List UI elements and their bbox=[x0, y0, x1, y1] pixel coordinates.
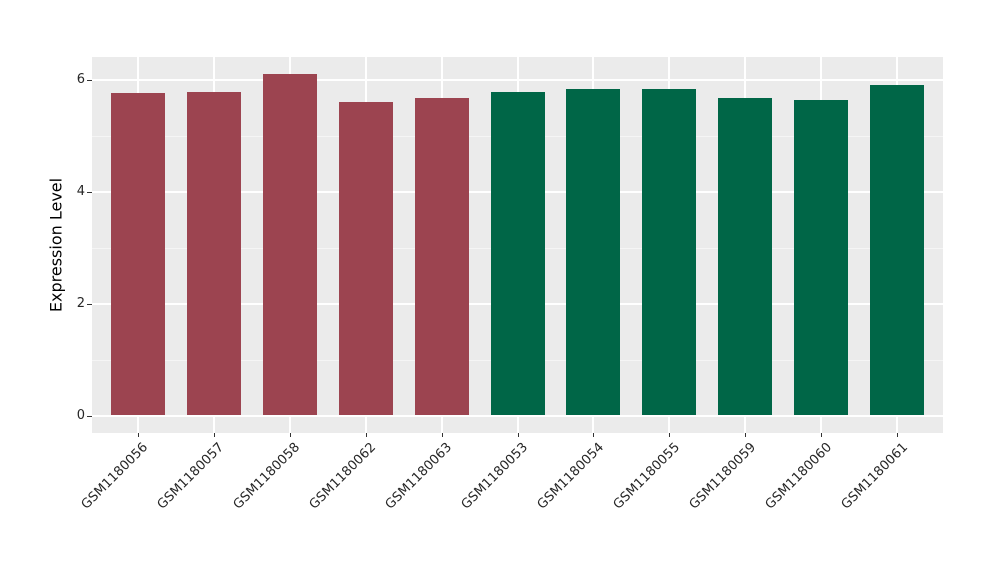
x-tick-mark bbox=[213, 433, 215, 437]
x-tick-mark bbox=[137, 433, 139, 437]
x-tick-label: GSM1180061 bbox=[838, 440, 912, 513]
bar-GSM1180063 bbox=[414, 97, 469, 416]
bar-GSM1180055 bbox=[642, 89, 697, 416]
x-tick-mark bbox=[593, 433, 595, 437]
x-tick-label: GSM1180062 bbox=[306, 440, 380, 513]
y-tick-label: 2 bbox=[76, 295, 85, 311]
y-tick-mark bbox=[87, 415, 92, 417]
y-tick-mark bbox=[87, 303, 92, 305]
bar-GSM1180053 bbox=[490, 92, 545, 416]
bar-GSM1180062 bbox=[338, 101, 393, 416]
x-tick-mark bbox=[669, 433, 671, 437]
x-tick-label: GSM1180055 bbox=[610, 440, 684, 513]
x-tick-label: GSM1180054 bbox=[534, 440, 608, 513]
x-tick-mark bbox=[897, 433, 899, 437]
bar-GSM1180060 bbox=[794, 100, 849, 416]
y-tick-label: 0 bbox=[76, 407, 85, 423]
x-tick-label: GSM1180060 bbox=[762, 440, 836, 513]
y-tick-label: 4 bbox=[76, 183, 85, 199]
bar-GSM1180054 bbox=[566, 89, 621, 416]
y-tick-mark bbox=[87, 80, 92, 82]
x-tick-label: GSM1180056 bbox=[78, 440, 152, 513]
y-tick-label: 6 bbox=[76, 72, 85, 88]
x-tick-mark bbox=[441, 433, 443, 437]
bar-GSM1180061 bbox=[870, 84, 925, 416]
x-tick-mark bbox=[821, 433, 823, 437]
x-tick-label: GSM1180063 bbox=[382, 440, 456, 513]
x-tick-label: GSM1180057 bbox=[154, 440, 228, 513]
x-tick-label: GSM1180059 bbox=[686, 440, 760, 513]
bar-GSM1180056 bbox=[110, 92, 165, 416]
bar-GSM1180057 bbox=[186, 92, 241, 416]
x-tick-label: GSM1180058 bbox=[230, 440, 304, 513]
plot-panel bbox=[92, 57, 943, 433]
x-tick-label: GSM1180053 bbox=[458, 440, 532, 513]
bar-GSM1180058 bbox=[262, 73, 317, 416]
x-tick-mark bbox=[365, 433, 367, 437]
x-tick-mark bbox=[289, 433, 291, 437]
bar-GSM1180059 bbox=[718, 97, 773, 416]
x-tick-mark bbox=[745, 433, 747, 437]
x-tick-mark bbox=[517, 433, 519, 437]
y-tick-mark bbox=[87, 191, 92, 193]
